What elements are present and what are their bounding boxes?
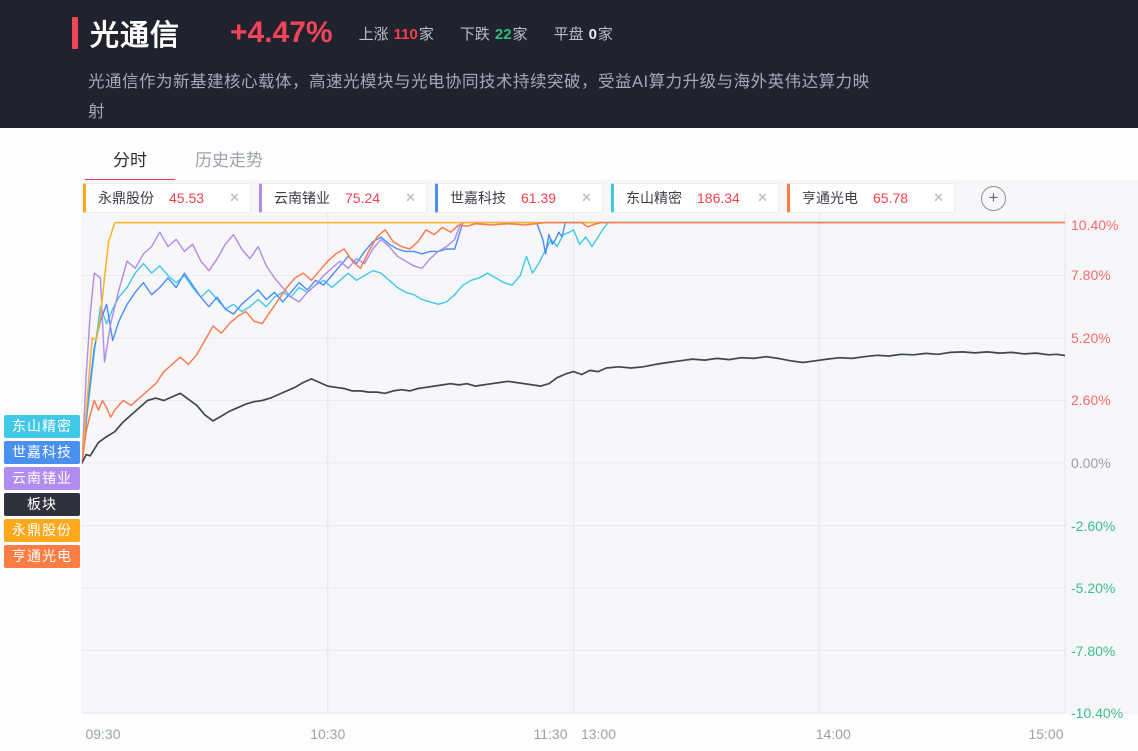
stock-name: 世嘉科技	[450, 190, 506, 206]
stock-name: 东山精密	[626, 190, 682, 206]
page-title: 光通信	[90, 20, 181, 52]
stock-chip-row: 永鼎股份 45.53 ✕ 云南锗业 75.24 ✕ 世嘉科技 61.39 ✕ 东山精密 186.34…	[83, 183, 955, 213]
tab-minute-chart[interactable]: 分时	[113, 146, 147, 182]
stock-chip[interactable]: 云南锗业 75.24 ✕	[259, 183, 427, 213]
breadth-stat: 下跌 22家	[460, 23, 528, 44]
chip-close-icon[interactable]: ✕	[581, 190, 592, 205]
y-axis-tick: -2.60%	[1071, 517, 1116, 534]
stock-name: 永鼎股份	[98, 190, 154, 206]
stat-label: 下跌	[459, 25, 490, 43]
sector-title-row: 光通信 +4.47% 上涨 110家 下跌 22家 平盘 0家	[0, 0, 1138, 54]
y-axis-tick: -5.20%	[1071, 580, 1116, 596]
chart-panel-background	[81, 180, 1138, 714]
chip-close-icon[interactable]: ✕	[405, 190, 416, 205]
stat-value: 110	[393, 25, 418, 43]
stat-unit: 家	[512, 25, 528, 43]
breadth-stat: 平盘 0家	[554, 23, 613, 44]
y-axis-tick: 2.60%	[1071, 392, 1111, 409]
x-axis-tick: 09:30	[85, 726, 121, 742]
chip-close-icon[interactable]: ✕	[757, 190, 768, 205]
x-axis-tick: 14:00	[815, 726, 851, 742]
stat-unit: 家	[597, 25, 613, 43]
stat-value: 22	[494, 25, 512, 43]
legend-badge: 云南锗业	[4, 467, 80, 490]
chart-tabs: 分时 历史走势	[113, 146, 263, 182]
y-axis-tick: 7.80%	[1071, 267, 1111, 284]
chip-close-icon[interactable]: ✕	[229, 190, 240, 205]
x-axis-tick: 11:30	[533, 726, 568, 742]
x-axis-tick: 10:30	[310, 726, 346, 742]
stock-name: 云南锗业	[274, 190, 330, 206]
y-axis-tick: 5.20%	[1071, 329, 1111, 346]
y-axis-tick: 10.40%	[1071, 217, 1119, 233]
sector-change-percent: +4.47%	[230, 16, 333, 49]
breadth-stats: 上涨 110家 下跌 22家 平盘 0家	[359, 23, 613, 44]
legend-badge: 亨通光电	[4, 545, 80, 568]
y-axis-tick: 0.00%	[1071, 455, 1111, 471]
y-axis-tick: -7.80%	[1071, 642, 1116, 659]
legend-badge: 板块	[4, 493, 80, 516]
stock-chip[interactable]: 亨通光电 65.78 ✕	[787, 183, 955, 213]
legend-badge: 东山精密	[4, 415, 80, 438]
stock-price: 65.78	[873, 190, 909, 206]
stock-price: 61.39	[521, 190, 557, 206]
stock-chip[interactable]: 世嘉科技 61.39 ✕	[435, 183, 603, 213]
stat-label: 平盘	[553, 25, 584, 43]
stat-unit: 家	[418, 25, 434, 43]
title-accent-bar	[72, 17, 78, 49]
legend-badge: 永鼎股份	[4, 519, 80, 542]
legend-badge: 世嘉科技	[4, 441, 80, 464]
stock-chip[interactable]: 永鼎股份 45.53 ✕	[83, 183, 251, 213]
x-axis-tick: 13:00	[580, 726, 617, 742]
chip-close-icon[interactable]: ✕	[933, 190, 944, 205]
stock-chip[interactable]: 东山精密 186.34 ✕	[611, 183, 779, 213]
sector-description: 光通信作为新基建核心载体，高速光模块与光电协同技术持续突破，受益AI算力升级与海…	[88, 73, 870, 121]
x-axis-tick: 15:00	[1028, 726, 1064, 742]
breadth-stat: 上涨 110家	[359, 23, 434, 44]
stat-label: 上涨	[358, 25, 389, 43]
tab-history-trend[interactable]: 历史走势	[195, 151, 263, 170]
stat-value: 0	[588, 25, 597, 43]
y-axis-tick: -10.40%	[1071, 705, 1124, 722]
stock-price: 186.34	[697, 190, 740, 206]
stock-price: 45.53	[169, 190, 205, 206]
stock-name: 亨通光电	[802, 190, 858, 206]
add-stock-button[interactable]: +	[981, 186, 1006, 211]
sector-header: 光通信 +4.47% 上涨 110家 下跌 22家 平盘 0家 光通信作为新基建核心载体，…	[0, 0, 1138, 128]
stock-price: 75.24	[345, 190, 381, 206]
